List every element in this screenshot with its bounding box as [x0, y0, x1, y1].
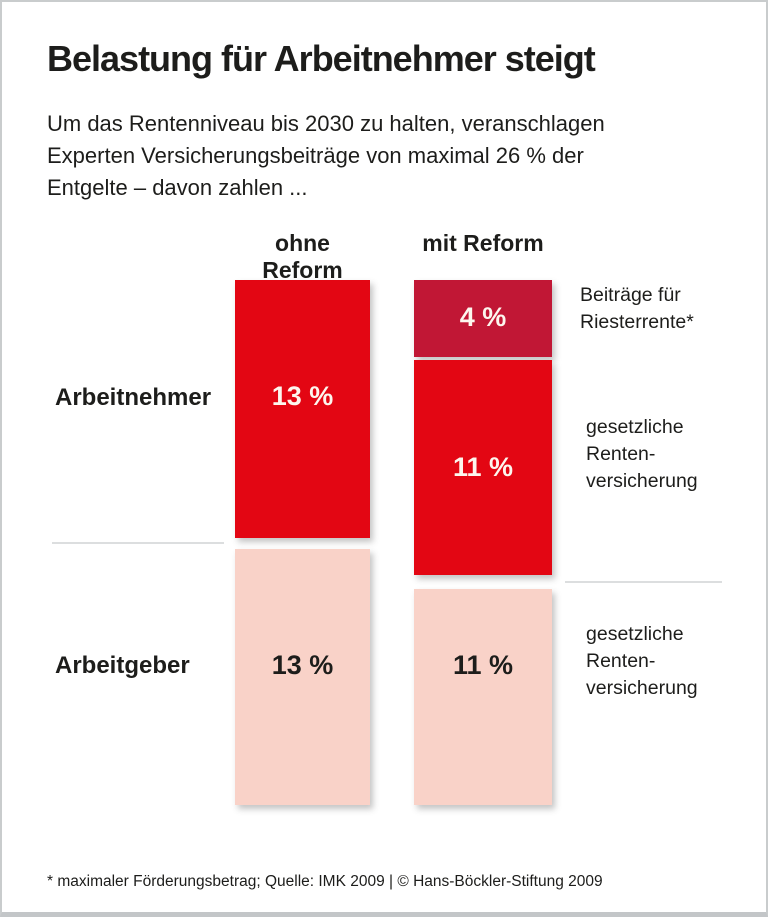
bar-segment-ohne-reform-arbeitnehmer [235, 280, 370, 538]
separator-line-left [52, 542, 224, 544]
separator-line-right [565, 581, 722, 583]
side-label-gesetzliche-rentenversicherung-arbeitgeber: gesetzliche Renten- versicherung [586, 623, 698, 699]
page-title: Belastung für Arbeitnehmer steigt [47, 38, 596, 79]
footer-source: * maximaler Förderungsbetrag; Quelle: IM… [47, 873, 603, 890]
subtitle-line-2: Experten Versicherungsbeiträge von maxim… [47, 143, 584, 168]
bar-segment-ohne-reform-arbeitgeber [235, 549, 370, 805]
bar-segment-mit-reform-arbeitgeber [414, 589, 552, 805]
subtitle-line-3: Entgelte – davon zahlen ... [47, 175, 308, 200]
subtitle-line-1: Um das Rentenniveau bis 2030 zu halten, … [47, 111, 605, 136]
row-label-arbeitnehmer: Arbeitnehmer [55, 384, 212, 411]
side-label-gesetzliche-rentenversicherung-arbeitnehmer: gesetzliche Renten- versicherung [586, 416, 698, 492]
column-header-mit-reform: mit Reform [422, 230, 544, 256]
bar-segment-mit-reform-riesterrente [414, 280, 552, 357]
value-label-mit-reform-arbeitgeber: 11 % [452, 650, 514, 680]
bar-segment-mit-reform-arbeitnehmer [414, 360, 552, 575]
value-label-mit-reform-arbeitnehmer: 11 % [452, 452, 514, 482]
value-label-ohne-reform-arbeitnehmer: 13 % [271, 381, 334, 411]
subtitle: Um das Rentenniveau bis 2030 zu halten, … [47, 108, 605, 204]
value-label-ohne-reform-arbeitgeber: 13 % [271, 650, 334, 680]
row-label-arbeitgeber: Arbeitgeber [55, 652, 190, 679]
value-label-riesterrente: 4 % [459, 302, 507, 332]
column-header-ohne-reform: ohne Reform [262, 230, 343, 283]
side-label-riesterrente: Beiträge für Riesterrente* [580, 284, 694, 333]
